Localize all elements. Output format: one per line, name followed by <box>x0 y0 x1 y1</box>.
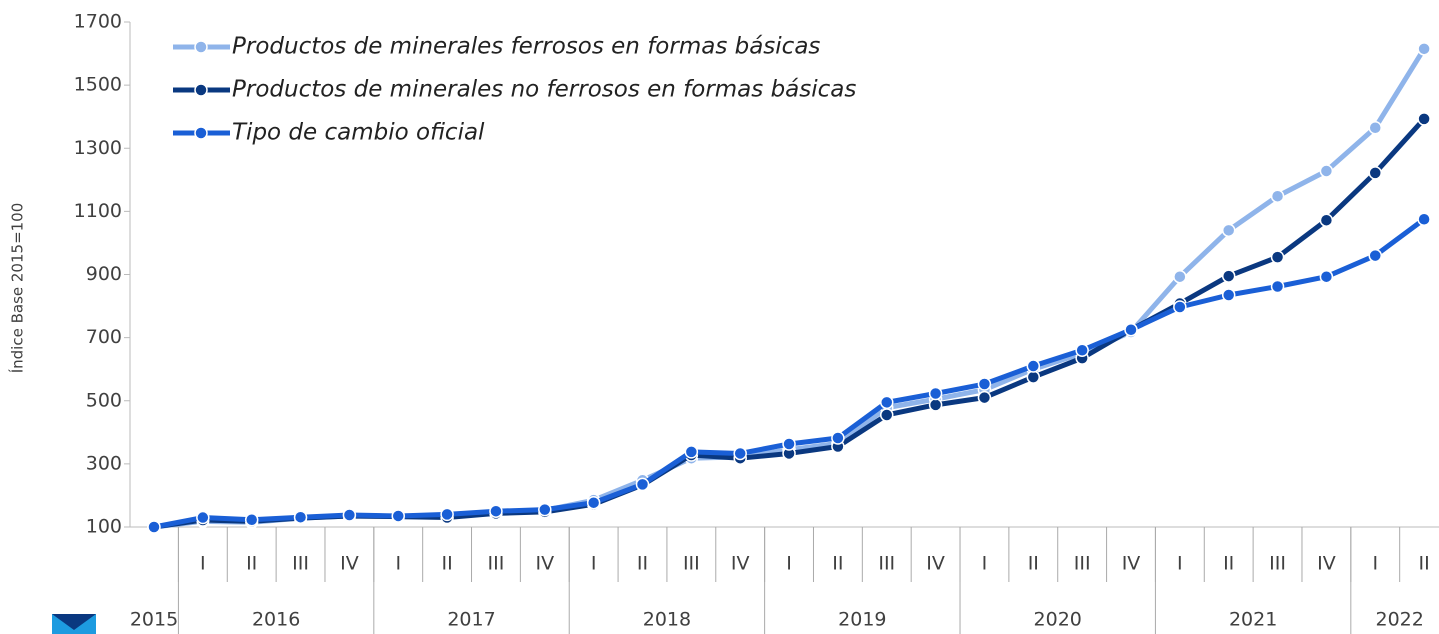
data-point <box>1368 166 1382 180</box>
data-point <box>196 510 210 525</box>
data-point <box>1417 112 1431 126</box>
data-point <box>733 446 747 461</box>
x-group-label: 2022 <box>1375 609 1423 631</box>
x-tick-label: III <box>683 553 700 575</box>
x-tick-label: I <box>395 553 401 575</box>
y-tick-label: 900 <box>86 263 122 285</box>
x-group-label: 2016 <box>252 609 300 631</box>
data-point <box>1026 359 1041 373</box>
data-point <box>635 477 650 492</box>
x-tick-label: III <box>1074 553 1091 575</box>
x-tick-label: II <box>832 553 843 575</box>
data-point <box>1270 189 1285 203</box>
y-tick-label: 1500 <box>74 74 122 96</box>
x-tick-label: III <box>292 553 309 575</box>
x-group-label: 2019 <box>838 609 886 631</box>
series-line <box>153 217 1426 530</box>
y-axis-label: Índice Base 2015=100 <box>8 203 27 374</box>
data-point <box>293 510 308 524</box>
x-tick-label: IV <box>1122 553 1141 575</box>
data-point <box>928 398 943 412</box>
data-point <box>586 495 601 510</box>
y-tick-label: 1300 <box>74 137 122 159</box>
data-point <box>1270 279 1285 294</box>
legend-marker <box>194 83 208 97</box>
data-point <box>1173 300 1187 314</box>
x-group-label: 2017 <box>447 609 495 631</box>
data-point <box>1368 248 1382 263</box>
data-point <box>1075 343 1089 357</box>
data-point <box>1221 223 1236 238</box>
data-point <box>831 431 845 445</box>
x-tick-label: II <box>1418 553 1429 575</box>
data-point <box>1319 164 1334 178</box>
x-tick-label: IV <box>926 553 945 575</box>
data-point <box>538 502 552 517</box>
x-group-label: 2021 <box>1229 609 1277 631</box>
legend-label: Productos de minerales no ferrosos en fo… <box>232 77 856 103</box>
x-tick-label: I <box>982 553 988 575</box>
legend-label: Productos de minerales ferrosos en forma… <box>232 34 820 60</box>
x-tick-label: II <box>637 553 648 575</box>
data-point <box>880 395 894 410</box>
data-point <box>147 520 161 534</box>
x-tick-label: III <box>1269 553 1286 575</box>
y-tick-label: 300 <box>86 452 122 474</box>
data-point <box>244 512 259 527</box>
data-point <box>977 390 992 405</box>
legend-label: Tipo de cambio oficial <box>232 120 485 146</box>
x-tick-label: I <box>200 553 206 575</box>
series-line <box>153 117 1426 530</box>
data-point <box>489 504 503 518</box>
x-tick-label: III <box>878 553 895 575</box>
x-tick-label: I <box>786 553 792 575</box>
data-point <box>342 508 357 522</box>
x-tick-label: II <box>246 553 257 575</box>
legend-marker <box>194 40 208 54</box>
x-tick-label: IV <box>535 553 554 575</box>
data-point <box>1417 212 1431 227</box>
x-tick-label: I <box>1372 553 1378 575</box>
y-tick-label: 700 <box>86 326 122 348</box>
data-point <box>880 408 894 422</box>
data-point <box>928 386 943 401</box>
data-point <box>440 507 454 522</box>
data-point <box>1319 269 1334 284</box>
data-point <box>684 445 699 459</box>
y-tick-label: 100 <box>86 516 122 538</box>
data-point <box>1221 288 1236 302</box>
data-point <box>1417 42 1431 56</box>
data-point <box>391 509 405 523</box>
data-point <box>1368 120 1382 135</box>
data-point <box>977 377 992 391</box>
data-point <box>782 437 796 451</box>
y-tick-label: 1700 <box>74 11 122 33</box>
x-tick-label: II <box>441 553 452 575</box>
x-tick-label: I <box>1177 553 1183 575</box>
logo <box>52 614 96 634</box>
data-point <box>1173 269 1187 284</box>
data-point <box>1026 370 1041 384</box>
x-tick-label: I <box>591 553 597 575</box>
x-tick-label: IV <box>731 553 750 575</box>
data-point <box>1319 213 1334 227</box>
x-tick-label: IV <box>1317 553 1336 575</box>
x-group-label: 2015 <box>130 609 178 631</box>
x-group-label: 2018 <box>643 609 691 631</box>
x-group-label: 2020 <box>1034 609 1082 631</box>
legend-marker <box>194 126 208 140</box>
data-point <box>1124 322 1138 337</box>
x-tick-label: II <box>1028 553 1039 575</box>
data-point <box>1270 250 1285 264</box>
x-tick-label: IV <box>340 553 359 575</box>
y-tick-label: 1100 <box>74 200 122 222</box>
x-tick-label: II <box>1223 553 1234 575</box>
data-point <box>1221 269 1236 283</box>
y-tick-label: 500 <box>86 389 122 411</box>
x-tick-label: III <box>488 553 505 575</box>
